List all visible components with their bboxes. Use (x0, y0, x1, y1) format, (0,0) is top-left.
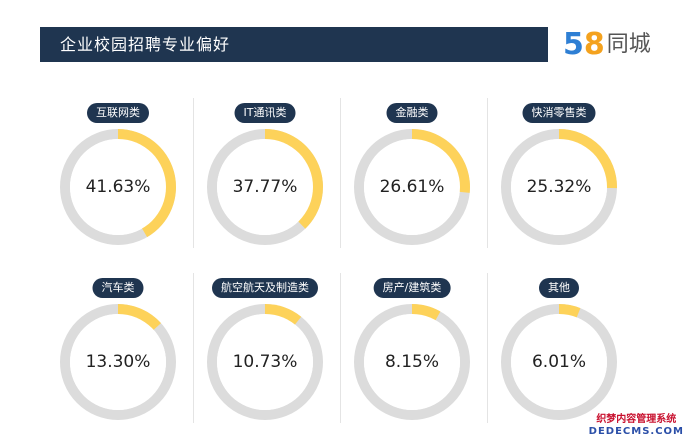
title-bar: 企业校园招聘专业偏好 (40, 27, 548, 62)
logo-number: 58 (563, 27, 605, 62)
donut-hole (511, 139, 607, 235)
column-divider (487, 273, 488, 423)
percentage-label: 37.77% (232, 177, 298, 197)
chart-panel: 航空航天及制造类 10.73% (192, 278, 338, 428)
logo-text: 同城 (606, 32, 651, 57)
donut-hole (70, 139, 166, 235)
donut-hole (511, 314, 607, 410)
percentage-label: 25.32% (526, 177, 592, 197)
chart-panel: 汽车类 13.30% (45, 278, 191, 428)
category-label: 互联网类 (87, 103, 149, 123)
percentage-label: 6.01% (531, 352, 586, 372)
percentage-label: 26.61% (379, 177, 445, 197)
donut-hole (70, 314, 166, 410)
percentage-label: 41.63% (85, 177, 151, 197)
category-label: IT通讯类 (234, 103, 296, 123)
watermark: 织梦内容管理系统 DEDECMS.COM (589, 414, 684, 438)
category-label: 房产/建筑类 (373, 278, 451, 298)
watermark-line1: 织梦内容管理系统 (596, 414, 677, 425)
donut-hole (364, 314, 460, 410)
category-label: 金融类 (386, 103, 438, 123)
column-divider (340, 98, 341, 248)
category-label: 快消零售类 (522, 103, 596, 123)
percentage-label: 10.73% (232, 352, 298, 372)
donut-chart (207, 304, 323, 420)
chart-panel: 金融类 26.61% (339, 103, 485, 253)
category-label: 航空航天及制造类 (212, 278, 318, 298)
watermark-line2: DEDECMS.COM (588, 426, 684, 437)
column-divider (193, 98, 194, 248)
donut-chart (60, 304, 176, 420)
column-divider (487, 98, 488, 248)
donut-chart (207, 129, 323, 245)
donut-hole (364, 139, 460, 235)
category-label: 汽车类 (92, 278, 144, 298)
donut-chart (501, 304, 617, 420)
percentage-label: 13.30% (85, 352, 151, 372)
percentage-label: 8.15% (384, 352, 439, 372)
donut-chart (354, 304, 470, 420)
donut-chart (354, 129, 470, 245)
chart-panel: IT通讯类 37.77% (192, 103, 338, 253)
page-title: 企业校园招聘专业偏好 (60, 35, 231, 54)
category-label: 其他 (539, 278, 579, 298)
donut-hole (217, 139, 313, 235)
chart-panel: 房产/建筑类 8.15% (339, 278, 485, 428)
donut-chart (60, 129, 176, 245)
donut-hole (217, 314, 313, 410)
chart-panel: 其他 6.01% (486, 278, 632, 428)
logo-58tongcheng: 58 同城 (563, 26, 651, 64)
chart-panel: 互联网类 41.63% (45, 103, 191, 253)
column-divider (340, 273, 341, 423)
column-divider (193, 273, 194, 423)
chart-panel: 快消零售类 25.32% (486, 103, 632, 253)
donut-chart (501, 129, 617, 245)
